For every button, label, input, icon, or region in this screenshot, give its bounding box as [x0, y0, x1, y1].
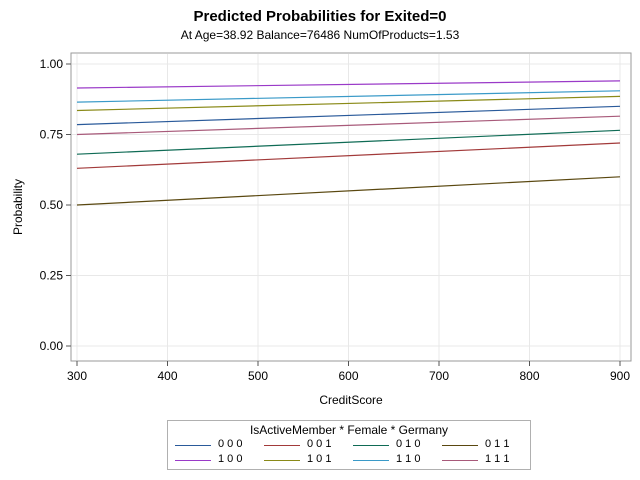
chart-title: Predicted Probabilities for Exited=0	[193, 8, 447, 25]
legend-label: 1 0 1	[307, 453, 332, 465]
y-axis-label: Probability	[11, 179, 25, 235]
chart-subtitle: At Age=38.92 Balance=76486 NumOfProducts…	[180, 28, 460, 42]
series-line-010	[76, 129, 621, 155]
series-line-110	[76, 90, 621, 103]
legend-swatch	[264, 445, 300, 446]
series-line-000	[76, 105, 621, 126]
x-axis-label: CreditScore	[319, 393, 383, 407]
x-tick-label: 300	[67, 369, 87, 383]
legend-label: 0 1 0	[396, 438, 421, 450]
plot-area	[70, 52, 632, 362]
legend-label: 0 0 1	[307, 438, 332, 450]
legend-label: 0 0 0	[218, 438, 243, 450]
legend-label: 1 1 1	[485, 453, 510, 465]
legend-label: 1 0 0	[218, 453, 243, 465]
legend-swatch	[353, 460, 389, 461]
x-tick-label: 600	[338, 369, 358, 383]
series-line-111	[76, 115, 621, 136]
series-line-101	[76, 95, 621, 112]
y-tick-label: 0.25	[40, 269, 64, 283]
legend: IsActiveMember * Female * Germany 0 0 0 0…	[167, 420, 531, 470]
legend-swatch	[442, 460, 478, 461]
legend-swatch	[175, 445, 211, 446]
legend-swatch	[264, 460, 300, 461]
legend-label: 1 1 0	[396, 453, 421, 465]
line-chart: 300 400 500 600 700 800 900 0.00 0.25 0.50 0.75 1.0…	[11, 52, 632, 407]
x-tick-label: 800	[519, 369, 539, 383]
legend-label: 0 1 1	[485, 438, 510, 450]
series-line-001	[76, 142, 621, 169]
y-tick-label: 0.00	[40, 339, 64, 353]
legend-swatch	[442, 445, 478, 446]
series-line-011	[76, 176, 621, 206]
x-tick-label: 500	[248, 369, 268, 383]
legend-swatch	[353, 445, 389, 446]
x-tick-label: 400	[157, 369, 177, 383]
x-tick-label: 700	[429, 369, 449, 383]
series-line-100	[76, 80, 621, 89]
x-tick-label: 900	[610, 369, 630, 383]
legend-title: IsActiveMember * Female * Germany	[249, 423, 449, 437]
legend-swatch	[175, 460, 211, 461]
y-tick-label: 1.00	[40, 57, 64, 71]
y-tick-label: 0.75	[40, 128, 64, 142]
y-tick-label: 0.50	[40, 198, 64, 212]
